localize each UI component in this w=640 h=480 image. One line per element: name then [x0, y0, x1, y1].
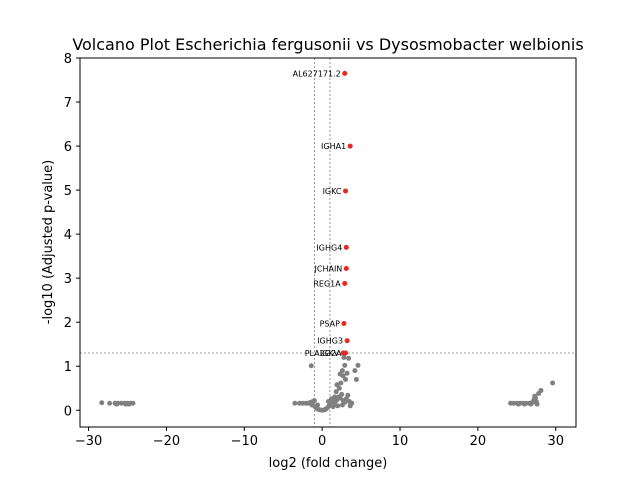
nonsignificant-point	[528, 401, 534, 407]
gene-label: PLA2G2A	[305, 349, 342, 358]
x-tick-label: 30	[547, 434, 564, 449]
nonsignificant-point	[342, 362, 348, 368]
x-tick-label: −10	[231, 434, 258, 449]
nonsignificant-point	[337, 371, 343, 377]
y-axis-label: -log10 (Adjusted p-value)	[41, 160, 56, 324]
nonsignificant-point	[329, 396, 335, 402]
nonsignificant-point	[126, 401, 132, 407]
y-tick-label: 6	[64, 140, 72, 155]
plot-area: AL627171.2 IGHA1 IGKC IGHG4 JCHAIN REG1A PSAP I…	[80, 58, 576, 427]
significant-point	[341, 321, 347, 327]
plot-frame	[79, 57, 577, 428]
nonsignificant-point	[353, 376, 359, 382]
x-tick-label: 0	[318, 434, 326, 449]
nonsignificant-point	[334, 382, 340, 388]
gene-label: REG1A	[313, 279, 341, 288]
nonsignificant-point	[339, 368, 345, 374]
nonsignificant-point	[107, 400, 113, 406]
nonsignificant-point	[338, 380, 344, 386]
nonsignificant-point	[114, 401, 120, 407]
x-tick-label: 20	[470, 434, 487, 449]
nonsignificant-point	[130, 400, 136, 406]
y-tick-label: 3	[64, 272, 72, 287]
gene-label: IGKV	[320, 349, 340, 358]
nonsignificant-point	[522, 401, 528, 407]
significant-point	[340, 350, 346, 356]
nonsignificant-point	[330, 404, 336, 410]
nonsignificant-point	[343, 376, 349, 382]
chart-title: Volcano Plot Escherichia fergusonii vs D…	[72, 35, 583, 54]
significant-point	[344, 338, 350, 344]
significant-point	[343, 188, 349, 194]
nonsignificant-point	[339, 402, 345, 408]
nonsignificant-point	[344, 370, 350, 376]
significant-point	[342, 70, 348, 76]
nonsignificant-point	[314, 402, 320, 408]
x-axis: −30 −20 −10 0 10 20 30	[75, 427, 564, 449]
x-tick-label: −20	[153, 434, 180, 449]
y-tick-label: 8	[64, 52, 72, 67]
x-axis-label: log2 (fold change)	[269, 456, 388, 471]
y-tick-label: 2	[64, 316, 72, 331]
significant-point	[347, 143, 353, 149]
significant-point	[343, 265, 349, 271]
nonsignificant-point	[515, 401, 521, 407]
nonsignificant-point	[335, 403, 341, 409]
y-tick-label: 4	[64, 228, 72, 243]
y-axis: 0 1 2 3 4 5 6 7 8	[64, 52, 80, 419]
nonsignificant-point	[341, 354, 347, 360]
nonsignificant-point	[333, 389, 339, 395]
gene-label: IGHG3	[317, 337, 343, 346]
nonsignificant-point	[336, 385, 342, 391]
nonsignificant-point	[352, 368, 358, 374]
nonsignificant-point	[538, 387, 544, 393]
gene-label: PSAP	[320, 320, 341, 329]
nonsignificant-point	[550, 380, 556, 386]
nonsignificant-point	[355, 362, 361, 368]
significant-point	[342, 280, 348, 286]
nonsignificant-point	[311, 398, 317, 404]
x-tick-label: 10	[392, 434, 409, 449]
y-tick-label: 7	[64, 96, 72, 111]
significant-point	[343, 244, 349, 250]
y-tick-label: 5	[64, 184, 72, 199]
nonsignificant-point	[349, 400, 355, 406]
nonsignificant-point	[339, 391, 345, 397]
nonsignificant-point	[292, 400, 298, 406]
gene-label: IGKC	[323, 187, 342, 196]
y-tick-label: 0	[64, 404, 72, 419]
gene-label: AL627171.2	[293, 69, 341, 78]
nonsignificant-point	[99, 400, 105, 406]
nonsignificant-point	[346, 355, 352, 361]
nonsignificant-point	[534, 401, 540, 407]
gene-label: JCHAIN	[314, 264, 343, 273]
nonsignificant-point	[345, 392, 351, 398]
gene-label: IGHG4	[316, 243, 342, 252]
x-tick-label: −30	[75, 434, 102, 449]
gene-label: IGHA1	[321, 142, 346, 151]
y-tick-label: 1	[64, 360, 72, 375]
nonsignificant-point	[308, 363, 314, 369]
